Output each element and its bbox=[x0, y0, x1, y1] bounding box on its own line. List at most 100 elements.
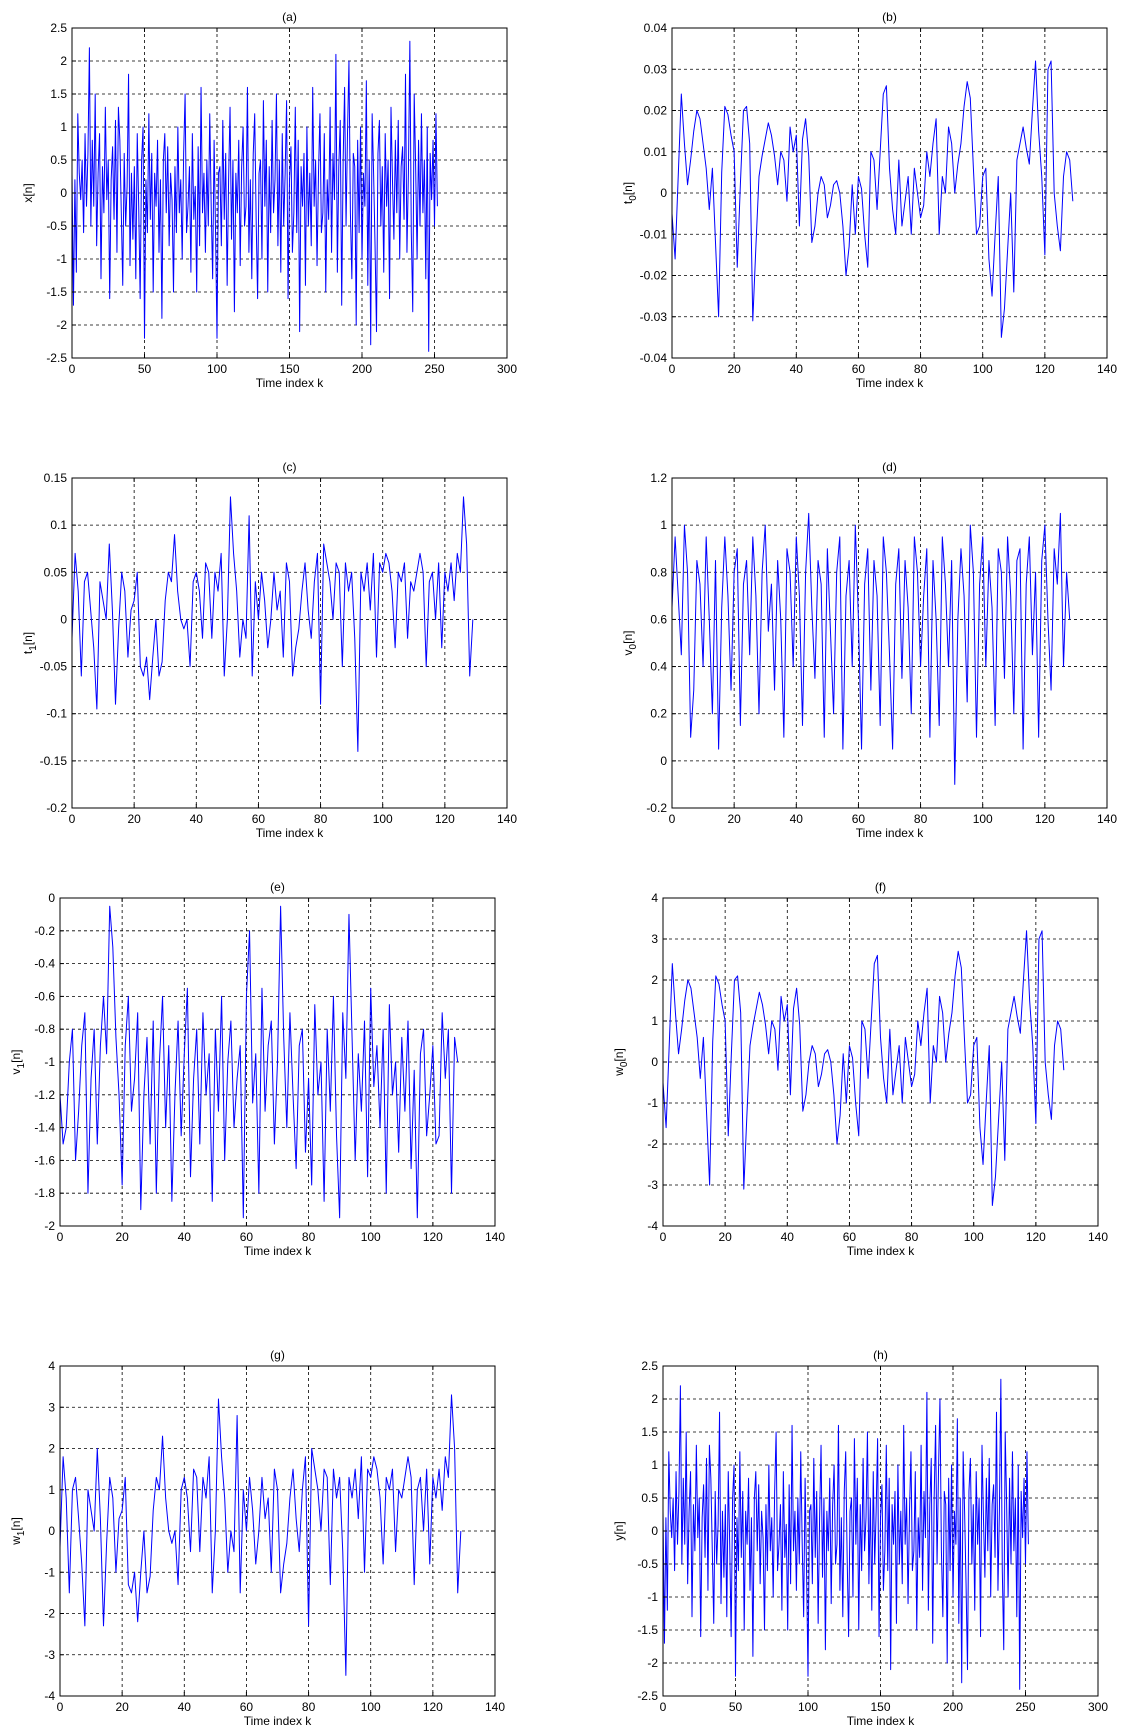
y-tick-label: -2.5 bbox=[46, 351, 67, 365]
y-tick-label: -0.5 bbox=[637, 1557, 658, 1571]
y-tick-label: -2 bbox=[44, 1219, 55, 1233]
x-tick-label: 140 bbox=[485, 1700, 505, 1714]
chart-title: (g) bbox=[270, 1348, 285, 1362]
x-tick-label: 120 bbox=[1035, 812, 1055, 826]
chart-panel-h: 0 50 100 150 200 250 300 -2.5 -2 -1.5 -1 -0.5 0 0.5 1 1… bbox=[612, 1348, 1108, 1726]
x-tick-label: 40 bbox=[781, 1230, 795, 1244]
chart-title: (b) bbox=[882, 10, 897, 24]
x-tick-label: 150 bbox=[870, 1700, 890, 1714]
y-tick-label: -1.8 bbox=[34, 1186, 55, 1200]
x-tick-label: 40 bbox=[790, 812, 804, 826]
y-axis-label: t1[n] bbox=[21, 632, 39, 654]
x-axis-label: Time index k bbox=[244, 1714, 313, 1726]
chart-title: (c) bbox=[283, 460, 297, 474]
x-tick-label: 140 bbox=[1097, 812, 1117, 826]
x-tick-label: 200 bbox=[352, 362, 372, 376]
y-tick-label: 1 bbox=[651, 1014, 658, 1028]
y-tick-label: 2 bbox=[651, 1392, 658, 1406]
x-tick-label: 0 bbox=[57, 1230, 64, 1244]
y-tick-label: 1.5 bbox=[641, 1425, 658, 1439]
y-tick-label: -4 bbox=[647, 1219, 658, 1233]
y-tick-label: 1 bbox=[651, 1458, 658, 1472]
y-tick-label: -2.5 bbox=[637, 1689, 658, 1703]
x-tick-label: 100 bbox=[973, 362, 993, 376]
x-tick-label: 100 bbox=[798, 1700, 818, 1714]
x-axis-label: Time index k bbox=[847, 1714, 916, 1726]
chart-panel-f: 0 20 40 60 80 100 120 140 -4 -3 -2 -1 0 1 2 3 4 (f) Time i… bbox=[612, 880, 1108, 1258]
y-tick-label: -1.2 bbox=[34, 1088, 55, 1102]
y-tick-label: -2 bbox=[44, 1607, 55, 1621]
series-line-h-0 bbox=[662, 1378, 1029, 1690]
y-axis-label: v0[n] bbox=[621, 631, 639, 656]
x-axis-label: Time index k bbox=[847, 1244, 916, 1258]
y-tick-label: 0 bbox=[48, 1524, 55, 1538]
y-tick-label: 1.5 bbox=[50, 87, 67, 101]
y-label-subscript: 1 bbox=[16, 1530, 27, 1536]
y-tick-label: -2 bbox=[647, 1137, 658, 1151]
y-axis-label: x[n] bbox=[21, 183, 35, 202]
y-tick-label: 0.02 bbox=[644, 104, 668, 118]
x-tick-label: 0 bbox=[69, 362, 76, 376]
x-tick-label: 0 bbox=[57, 1700, 64, 1714]
x-tick-label: 20 bbox=[727, 362, 741, 376]
y-tick-label: 2.5 bbox=[50, 21, 67, 35]
y-tick-label: 0.8 bbox=[650, 565, 667, 579]
y-label-tail: [n] bbox=[621, 631, 635, 644]
y-tick-label: -0.4 bbox=[34, 957, 55, 971]
y-tick-label: -1 bbox=[56, 252, 67, 266]
plot-area bbox=[72, 478, 507, 808]
x-tick-label: 140 bbox=[1097, 362, 1117, 376]
x-tick-label: 80 bbox=[314, 812, 328, 826]
chart-title: (d) bbox=[882, 460, 897, 474]
y-tick-label: 1 bbox=[48, 1483, 55, 1497]
y-tick-label: -1 bbox=[44, 1055, 55, 1069]
y-tick-label: -0.04 bbox=[640, 351, 668, 365]
y-tick-label: -2 bbox=[647, 1656, 658, 1670]
x-tick-label: 80 bbox=[914, 812, 928, 826]
x-axis-label: Time index k bbox=[856, 376, 925, 390]
y-tick-label: -0.6 bbox=[34, 989, 55, 1003]
x-tick-label: 100 bbox=[973, 812, 993, 826]
y-label-main: v bbox=[9, 1068, 23, 1074]
x-tick-label: 80 bbox=[914, 362, 928, 376]
y-axis-label: y[n] bbox=[612, 1521, 626, 1540]
y-label-tail: [n] bbox=[21, 632, 35, 645]
x-tick-label: 80 bbox=[905, 1230, 919, 1244]
plot-frame bbox=[671, 477, 1108, 809]
series-line-f-0 bbox=[662, 930, 1065, 1206]
y-tick-label: 4 bbox=[651, 891, 658, 905]
y-tick-label: -1.6 bbox=[34, 1153, 55, 1167]
x-tick-label: 20 bbox=[127, 812, 141, 826]
y-axis-label: t0[n] bbox=[621, 182, 639, 204]
y-tick-label: -2 bbox=[56, 318, 67, 332]
chart-title: (a) bbox=[282, 10, 297, 24]
y-tick-label: 0 bbox=[660, 754, 667, 768]
y-axis-label: w0[n] bbox=[612, 1048, 630, 1077]
chart-panel-a: 0 50 100 150 200 250 300 -2.5 -2 -1.5 -1 -0.5 0 0.5 1 1… bbox=[21, 10, 517, 390]
y-tick-label: 1 bbox=[60, 120, 67, 134]
y-tick-label: 0 bbox=[660, 186, 667, 200]
x-tick-label: 100 bbox=[373, 812, 393, 826]
y-label-subscript: 1 bbox=[16, 1062, 27, 1068]
x-tick-label: 140 bbox=[1088, 1230, 1108, 1244]
x-tick-label: 250 bbox=[1015, 1700, 1035, 1714]
x-tick-label: 40 bbox=[190, 812, 204, 826]
chart-panel-e: 0 20 40 60 80 100 120 140 -2 -1.8 -1.6 -1.4 -1.2 -1 -0… bbox=[9, 880, 505, 1258]
x-tick-label: 0 bbox=[669, 812, 676, 826]
y-tick-label: 0 bbox=[60, 186, 67, 200]
y-tick-label: 3 bbox=[48, 1400, 55, 1414]
x-tick-label: 100 bbox=[361, 1230, 381, 1244]
y-tick-label: -0.01 bbox=[640, 227, 668, 241]
y-tick-label: 0.4 bbox=[650, 660, 667, 674]
y-tick-label: -0.05 bbox=[40, 660, 68, 674]
series-line-c-0 bbox=[71, 496, 474, 752]
y-label-tail: [n] bbox=[9, 1050, 23, 1063]
y-tick-label: 0 bbox=[651, 1055, 658, 1069]
x-tick-label: 100 bbox=[964, 1230, 984, 1244]
y-tick-label: -1 bbox=[647, 1096, 658, 1110]
x-tick-label: 80 bbox=[302, 1230, 316, 1244]
x-tick-label: 0 bbox=[660, 1230, 667, 1244]
y-tick-label: 0.05 bbox=[44, 565, 68, 579]
x-tick-label: 0 bbox=[669, 362, 676, 376]
x-tick-label: 140 bbox=[497, 812, 517, 826]
